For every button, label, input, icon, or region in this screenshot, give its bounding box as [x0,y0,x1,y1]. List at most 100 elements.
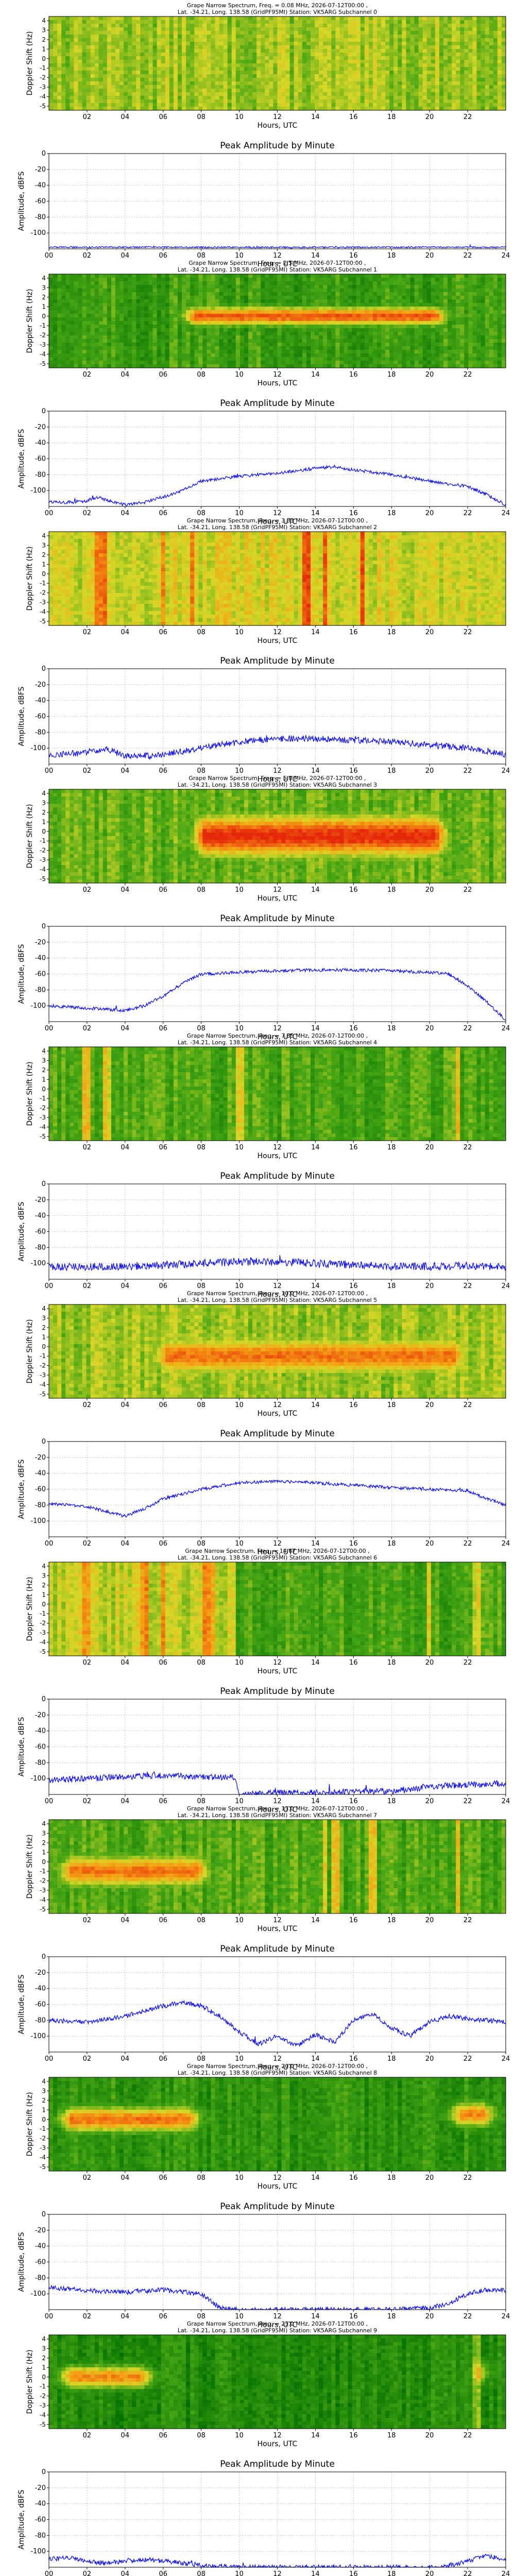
x-tick-label: 14 [311,2432,320,2439]
x-tick-label: 12 [273,2432,282,2439]
spectrogram-panel-5: Grape Narrow Spectrum, Freq. = 10.0 MHz,… [26,1290,506,1418]
x-tick-label: 14 [311,1025,320,1032]
y-tick-label: -40 [35,2243,46,2250]
y-tick-label: 0 [42,570,46,578]
x-tick-label: 04 [121,2570,130,2576]
x-tick-label: 04 [121,1659,130,1667]
x-tick-label: 16 [349,1798,358,1805]
x-axis-label: Hours, UTC [258,1925,298,1933]
x-tick-label: 20 [425,2570,434,2576]
y-tick-label: -3 [40,341,46,348]
x-tick-label: 24 [502,1540,510,1548]
y-axis-label: Doppler Shift (Hz) [26,804,34,869]
y-axis-label: Doppler Shift (Hz) [26,2350,34,2414]
x-tick-label: 18 [387,113,396,121]
x-tick-label: 22 [464,629,472,636]
x-axis-label: Hours, UTC [258,2182,298,2191]
x-tick-label: 10 [235,1917,244,1924]
x-axis-label: Hours, UTC [258,894,298,903]
y-tick-label: -3 [40,1887,46,1894]
y-tick-label: -3 [40,2402,46,2409]
x-tick-label: 10 [235,886,244,894]
x-tick-label: 18 [387,1917,396,1924]
y-tick-label: -1 [40,1352,46,1360]
x-axis-label: Hours, UTC [258,1291,298,1299]
y-tick-label: -60 [35,2001,46,2009]
y-axis-label: Amplitude, dBFS [18,429,26,488]
x-tick-label: 06 [159,371,167,379]
y-tick-label: -100 [30,1260,46,1267]
x-tick-label: 02 [83,1798,92,1805]
x-tick-label: 08 [197,2055,205,2063]
y-axis-label: Amplitude, dBFS [18,1974,26,2034]
y-tick-label: 2 [42,1582,46,1589]
x-tick-label: 14 [311,1282,320,1290]
x-tick-label: 16 [349,510,358,517]
x-tick-label: 08 [197,767,205,775]
y-tick-label: -2 [40,1362,46,1369]
x-tick-label: 06 [159,2570,167,2576]
x-tick-label: 22 [464,2055,472,2063]
x-tick-label: 20 [425,767,434,775]
y-tick-label: -60 [35,1486,46,1494]
x-tick-label: 04 [121,2313,130,2320]
spectrogram-title: Grape Narrow Spectrum, Freq. = 15.0 MHz,… [187,1805,368,1812]
x-tick-label: 10 [235,1025,244,1032]
x-tick-label: 24 [502,1798,510,1805]
x-tick-label: 08 [197,2174,205,2182]
y-axis-label: Amplitude, dBFS [18,1201,26,1261]
x-tick-label: 08 [197,886,205,894]
x-tick-label: 06 [159,252,167,260]
x-tick-label: 06 [159,767,167,775]
spectrogram-subtitle: Lat. -34.21, Long. 138.58 (GridPF95MI) S… [178,1554,377,1561]
y-tick-label: -4 [40,351,46,358]
x-tick-label: 20 [425,2432,434,2439]
spectrogram-title: Grape Narrow Spectrum, Freq. = 7.85 MHz,… [187,1032,368,1039]
spectrogram-image [49,2335,506,2429]
amplitude-title: Peak Amplitude by Minute [220,2459,335,2469]
y-tick-label: -60 [35,198,46,206]
amplitude-panel-7: Peak Amplitude by Minute 00 02 04 06 08 10 12 14… [18,1944,510,2072]
spectrogram-image [49,274,506,368]
y-tick-label: -4 [40,1896,46,1904]
x-tick-label: 10 [235,1798,244,1805]
x-tick-label: 02 [83,113,92,121]
x-tick-label: 14 [311,767,320,775]
amplitude-frame [48,668,506,765]
y-tick-label: 4 [42,1305,46,1312]
amplitude-title: Peak Amplitude by Minute [220,913,335,924]
y-tick-label: 1 [42,1333,46,1341]
x-tick-label: 14 [311,113,320,121]
y-tick-label: 3 [42,1572,46,1579]
x-tick-label: 14 [311,2570,320,2576]
spectrogram-title: Grape Narrow Spectrum, Freq. = 20.0 MHz,… [187,2063,368,2070]
y-tick-label: 1 [42,1591,46,1598]
y-tick-label: -5 [40,1133,46,1140]
x-tick-label: 14 [311,1540,320,1548]
x-tick-label: 20 [425,629,434,636]
x-tick-label: 18 [387,1540,396,1548]
x-tick-label: 08 [197,1144,205,1151]
spectrogram-title: Grape Narrow Spectrum, Freq. = 25.0 MHz,… [187,2320,368,2327]
y-axis-label: Amplitude, dBFS [18,1459,26,1519]
x-tick-label: 22 [464,510,472,517]
x-tick-label: 10 [235,1401,244,1409]
x-tick-label: 20 [425,1917,434,1924]
x-tick-label: 00 [45,1798,54,1805]
amplitude-series-line [48,1255,506,1272]
y-tick-label: -3 [40,856,46,863]
y-tick-label: -20 [35,939,46,946]
x-tick-label: 16 [349,1540,358,1548]
spectrogram-panel-1: Grape Narrow Spectrum, Freq. = 2.5 MHz, … [26,260,506,387]
x-tick-label: 22 [464,2570,472,2576]
x-tick-label: 10 [235,1144,244,1151]
y-tick-label: -1 [40,580,46,587]
y-axis-label: Doppler Shift (Hz) [26,1577,34,1641]
x-tick-label: 06 [159,2055,167,2063]
x-tick-label: 10 [235,252,244,260]
y-tick-label: 2 [42,1839,46,1846]
y-tick-label: 3 [42,2087,46,2094]
x-tick-label: 22 [464,371,472,379]
amplitude-frame [48,1183,506,1280]
